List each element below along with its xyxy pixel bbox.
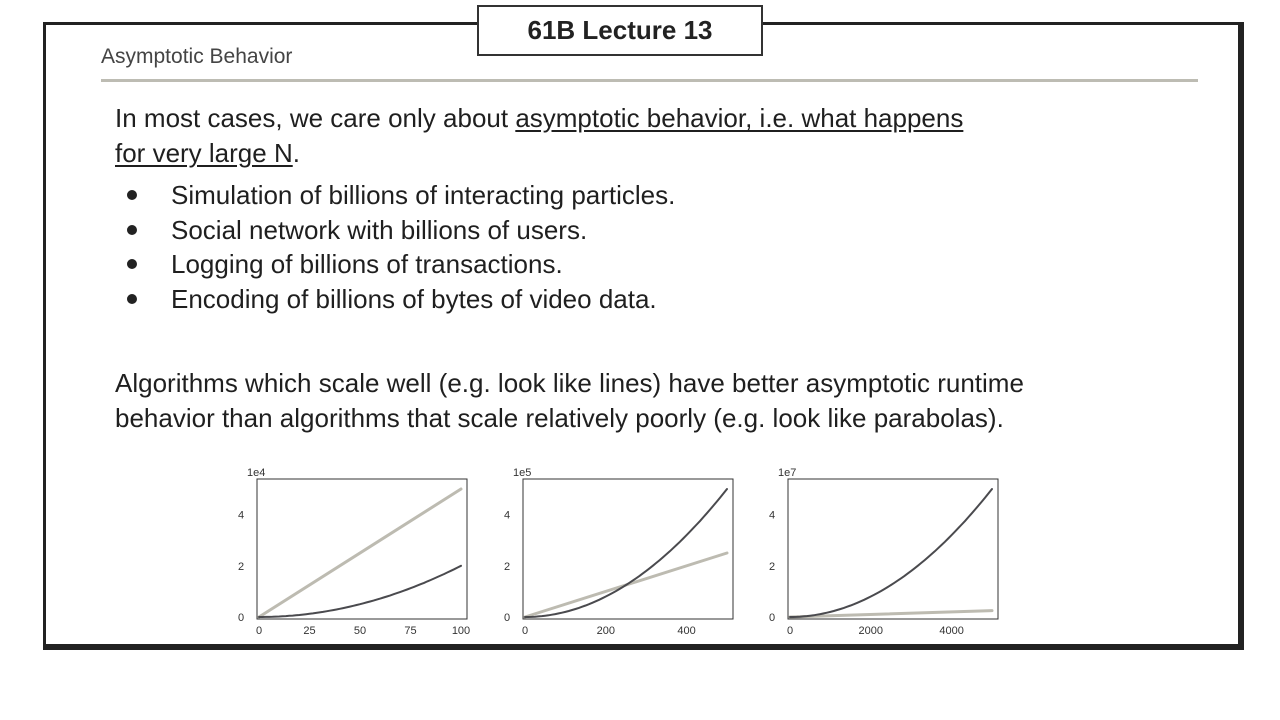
intro-paragraph: In most cases, we care only about asympt… [115,101,963,171]
x-tick-label: 400 [677,625,695,637]
example-list: Simulation of billions of interacting pa… [115,178,675,316]
linear-series-line [788,609,994,619]
x-tick-label: 200 [597,625,615,637]
y-tick-label: 0 [769,612,775,624]
bullet-icon [127,293,137,304]
intro-underlined-1: asymptotic behavior, i.e. what happens [515,103,964,133]
x-tick-label: 4000 [939,625,963,637]
lecture-title: 61B Lecture 13 [527,15,713,45]
x-tick-label: 0 [522,625,528,637]
list-item-text: Encoding of billions of bytes of video d… [171,283,657,314]
x-tick-label: 0 [256,625,262,637]
offset-label: 1e7 [778,467,796,479]
intro-underlined-2: for very large N [115,138,293,168]
list-item-text: Logging of billions of transactions. [171,249,563,279]
quadratic-series-line [789,488,993,618]
quadratic-series-line [258,564,462,618]
title-divider [101,79,1198,82]
offset-label: 1e5 [513,467,531,479]
y-tick-label: 0 [504,612,510,624]
y-tick-label: 2 [504,561,510,573]
slide-frame [43,22,1244,650]
closing-paragraph: Algorithms which scale well (e.g. look l… [115,366,1024,436]
section-title: Asymptotic Behavior [101,45,293,68]
list-item-text: Social network with billions of users. [171,214,588,245]
list-item: Logging of billions of transactions. [115,247,675,282]
y-tick-label: 2 [769,561,775,573]
x-tick-label: 25 [303,625,315,637]
bullet-icon [127,259,137,269]
bullet-icon [127,224,137,235]
offset-label: 1e4 [247,467,265,479]
runtime-charts: 1e4 0 2 4 0 25 50 75 100 1e5 0 2 4 0 200 400 1e7 0 2 4 0 2000… [238,467,999,637]
y-tick-label: 4 [504,510,510,522]
lecture-title-box: 61B Lecture 13 [477,5,763,56]
closing-line-1: Algorithms which scale well (e.g. look l… [115,368,1024,398]
y-tick-label: 2 [238,561,244,573]
intro-suffix: . [292,138,300,168]
x-tick-label: 100 [452,625,470,637]
bullet-icon [127,190,137,200]
chart-1: 1e4 0 2 4 0 25 50 75 100 [238,467,470,637]
intro-prefix: In most cases, we care only about [115,103,516,133]
chart-2: 1e5 0 2 4 0 200 400 [504,467,734,637]
list-item: Social network with billions of users. [115,213,675,248]
x-tick-label: 2000 [859,625,883,637]
list-item: Encoding of billions of bytes of video d… [115,282,675,317]
chart-frame [256,478,468,620]
closing-line-2: behavior than algorithms that scale rela… [115,403,1004,433]
list-item-text: Simulation of billions of interacting pa… [171,180,676,210]
y-tick-label: 0 [238,612,244,624]
chart-3: 1e7 0 2 4 0 2000 4000 [769,467,999,637]
quadratic-series-line [524,488,728,618]
list-item: Simulation of billions of interacting pa… [115,178,675,213]
x-tick-label: 75 [404,625,416,637]
linear-series-line [257,487,463,619]
x-tick-label: 50 [354,625,366,637]
chart-frame [787,478,999,620]
y-tick-label: 4 [769,510,775,522]
chart-frame [522,478,734,620]
x-tick-label: 0 [787,625,793,637]
y-tick-label: 4 [238,510,244,522]
